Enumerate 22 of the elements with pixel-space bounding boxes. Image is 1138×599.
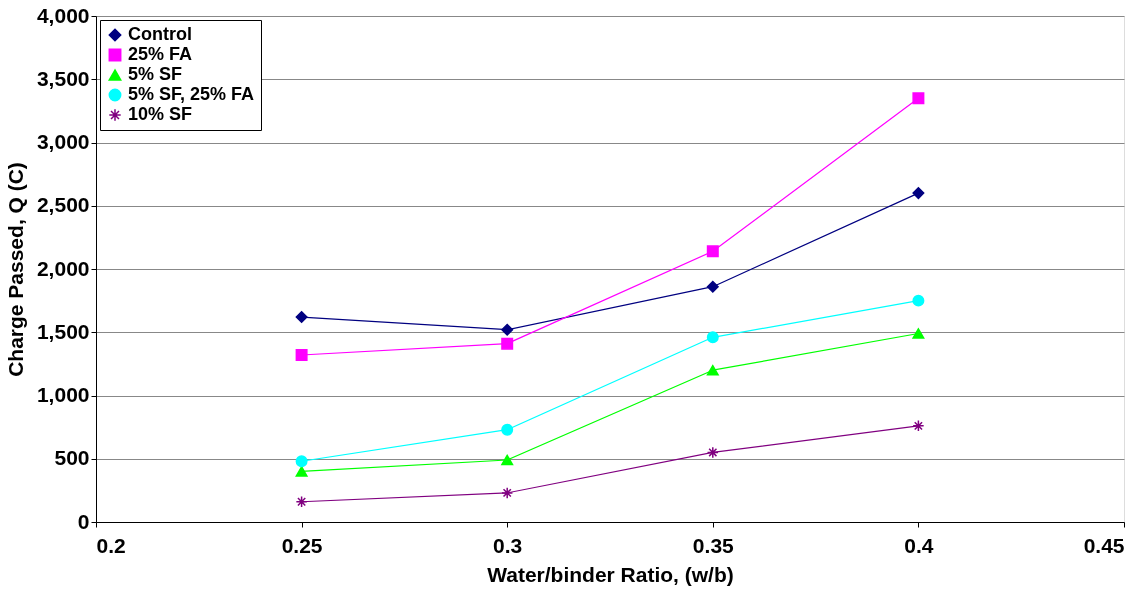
y-tick-label: 3,000 [36, 130, 90, 153]
x-tick-label: 0.35 [692, 533, 735, 557]
x-tick-label: 0.3 [493, 533, 523, 557]
y-tick-label: 0 [77, 509, 90, 533]
x-tick-label: 0.4 [904, 533, 934, 557]
y-tick-label: 1,500 [36, 319, 90, 343]
y-tick-label: 2,500 [36, 193, 90, 217]
y-tick-label: 4,000 [36, 3, 90, 27]
x-tick-label: 0.25 [281, 533, 323, 557]
legend-label: 5% SF [128, 64, 183, 84]
legend-label: 10% SF [128, 104, 193, 124]
legend-label: Control [128, 24, 192, 44]
y-tick-label: 500 [54, 446, 90, 470]
legend-label: 5% SF, 25% FA [128, 84, 255, 104]
y-axis-title: Charge Passed, Q (C) [3, 162, 27, 377]
legend-label: 25% FA [128, 44, 193, 64]
x-tick-label: 0.2 [96, 533, 126, 557]
x-axis-title: Water/binder Ratio, (w/b) [487, 562, 734, 586]
y-tick-label: 2,000 [36, 256, 90, 280]
y-tick-label: 3,500 [36, 66, 90, 90]
x-tick-label: 0.45 [1083, 533, 1125, 557]
y-tick-label: 1,000 [36, 383, 90, 406]
